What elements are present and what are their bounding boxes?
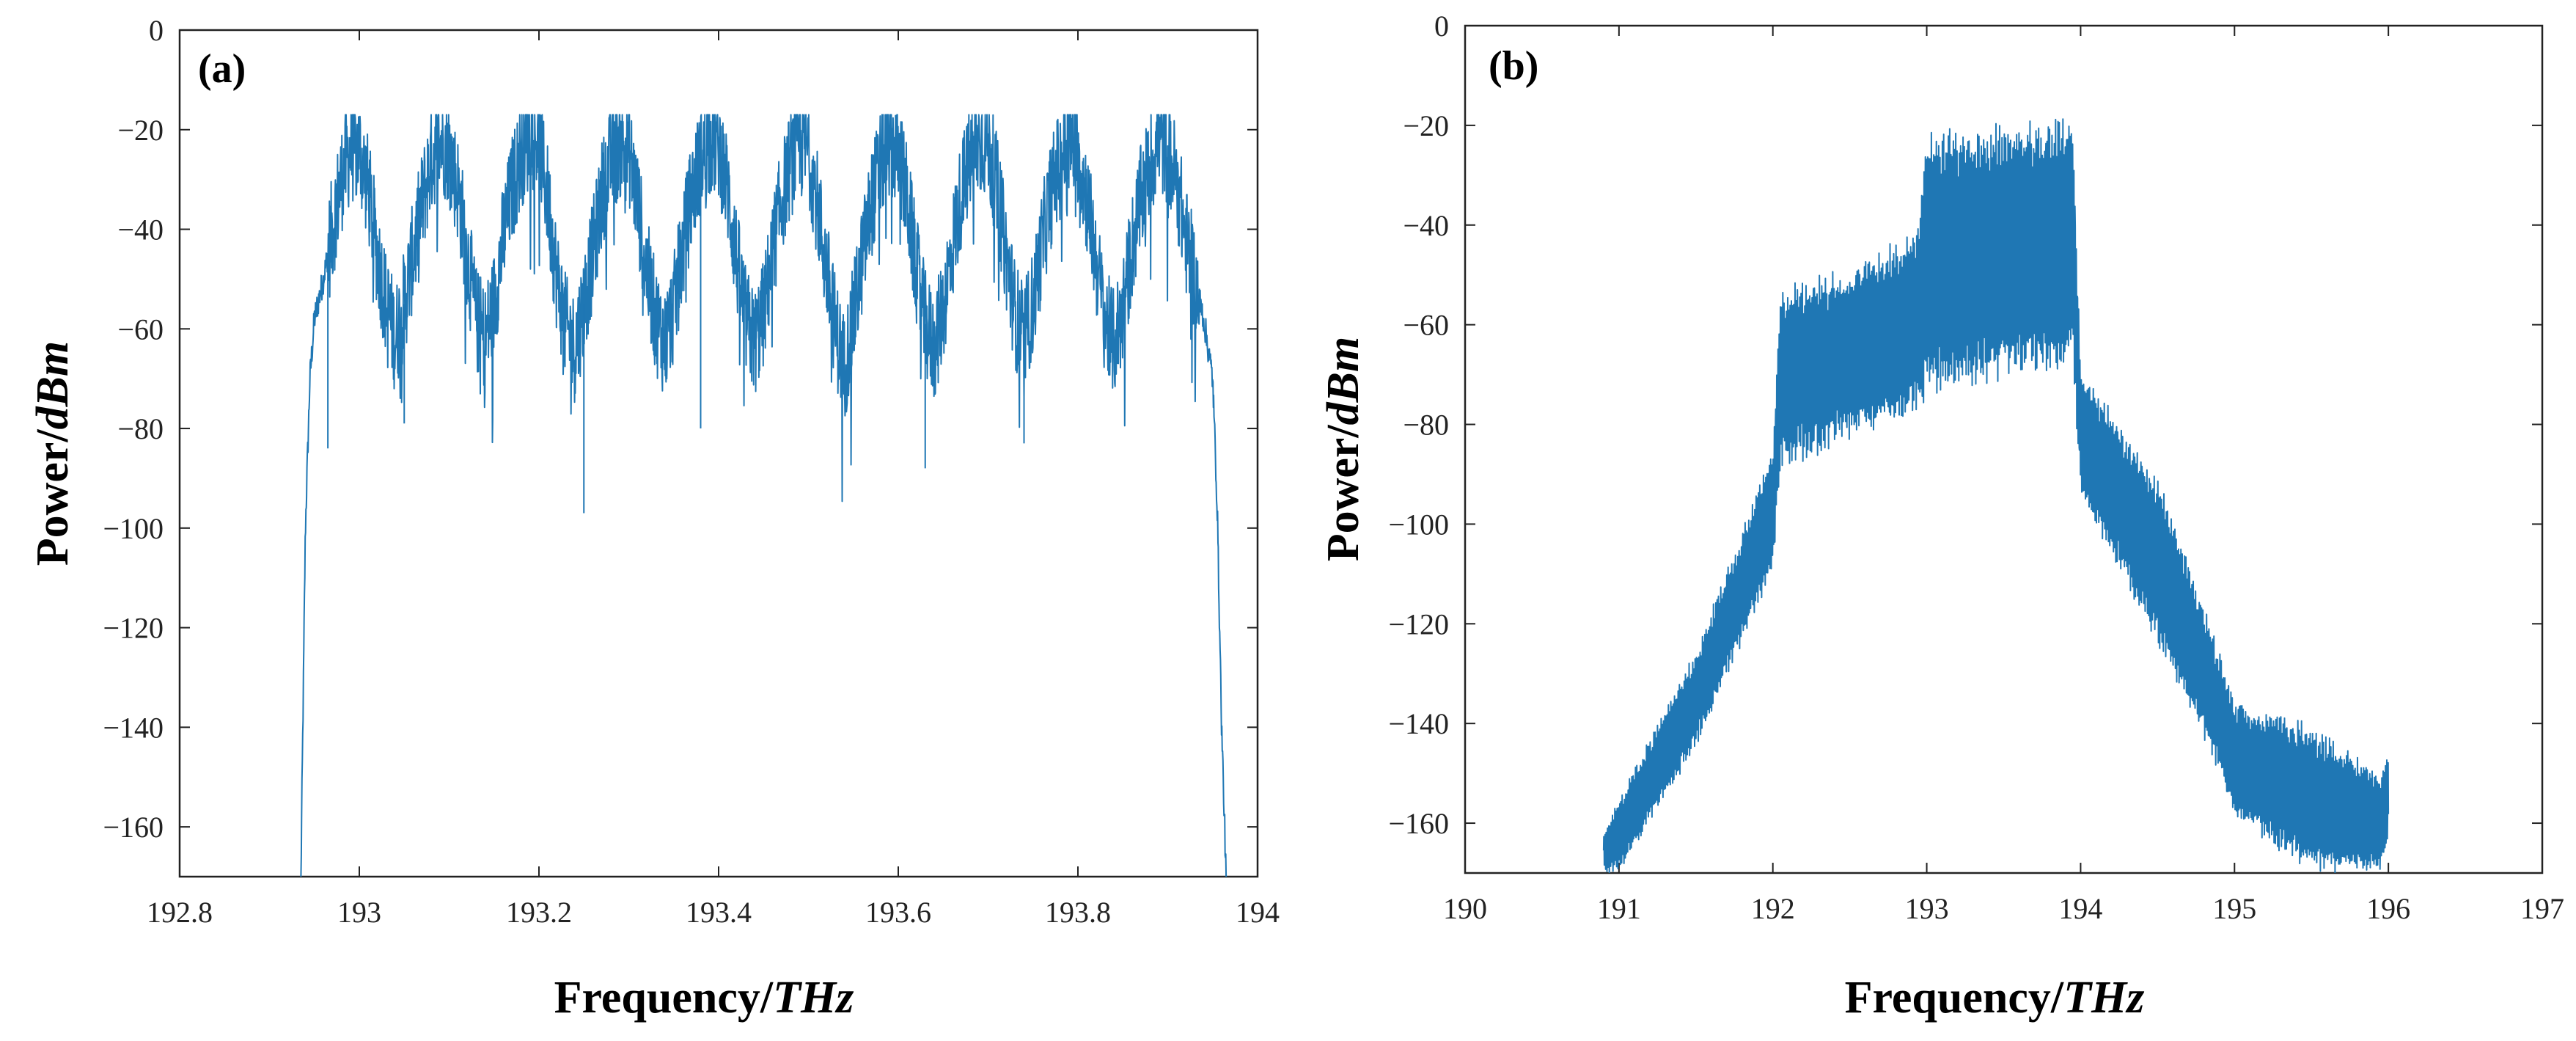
chart-a-xtick-label: 192.8 <box>147 896 213 929</box>
chart-b-ytick-label: −100 <box>1388 508 1449 541</box>
chart-b-xtick-label: 196 <box>2366 892 2410 925</box>
chart-b-series-line <box>1602 118 2390 873</box>
chart-a-xlabel: Frequency/THz <box>554 973 854 1023</box>
chart-b-series <box>1602 118 2390 873</box>
chart-b-xlabel: Frequency/THz <box>1845 973 2145 1023</box>
chart-b-xtick-label: 190 <box>1443 892 1487 925</box>
chart-a-xtick-label: 193.2 <box>506 896 572 929</box>
chart-a: (a) 0−20−40−60−80−100−120−140−160 192.8 1… <box>28 14 1280 1023</box>
chart-b-xtick-label: 194 <box>2058 892 2102 925</box>
chart-b-ytick-labels: 0 −20 −40 −60 −80 −100 −120 −140 −160 <box>1388 10 1449 840</box>
chart-b-xtick-label: 197 <box>2520 892 2564 925</box>
chart-b-ylabel-unit: dBm <box>1318 337 1368 425</box>
chart-b-ytick-label: −80 <box>1403 409 1449 442</box>
chart-a-xtick-label: 193.8 <box>1045 896 1111 929</box>
chart-b-ytick-label: −20 <box>1403 109 1449 142</box>
chart-a-xlabel-unit: THz <box>773 973 854 1023</box>
chart-a-ytick-label: −140 <box>103 711 164 744</box>
chart-a-ytick-label: −60 <box>117 313 164 346</box>
chart-a-xtick-label: 194 <box>1236 896 1280 929</box>
chart-b-ytick-label: −60 <box>1403 309 1449 342</box>
chart-a-xtick-labels: 192.8 193 193.2 193.4 193.6 193.8 194 <box>147 896 1280 929</box>
chart-a-xtick-label: 193 <box>337 896 381 929</box>
chart-b-xtick-labels: 190 191 192 193 194 195 196 197 <box>1443 892 2564 925</box>
chart-a-ticks <box>179 29 1258 877</box>
chart-b-xtick-label: 193 <box>1905 892 1949 925</box>
chart-a-ytick-label: −80 <box>117 412 164 445</box>
chart-a-ytick-label: 0 <box>149 14 164 47</box>
chart-b-xlabel-unit: THz <box>2063 973 2144 1023</box>
chart-a-ytick-label: −120 <box>103 612 164 645</box>
chart-b-panel-label: (b) <box>1489 43 1538 89</box>
chart-a-ytick-label: −160 <box>103 811 164 844</box>
chart-a-ytick-label: −100 <box>103 512 164 545</box>
chart-a-series-line <box>300 114 1228 877</box>
chart-b-ytick-label: −160 <box>1388 807 1449 840</box>
chart-a-ytick-labels: 0 −20 −40 −60 −80 −100 −120 −140 −160 <box>103 14 164 844</box>
chart-b-xtick-label: 191 <box>1597 892 1641 925</box>
chart-b-xlabel-text: Frequency/ <box>1845 973 2064 1023</box>
chart-a-ylabel-unit: dBm <box>28 341 78 430</box>
chart-a-panel-label: (a) <box>198 46 246 92</box>
chart-b-xtick-label: 195 <box>2212 892 2256 925</box>
chart-b-ytick-label: −40 <box>1403 209 1449 242</box>
chart-a-xtick-label: 193.6 <box>865 896 931 929</box>
chart-a-ylabel-text: Power/ <box>28 429 78 566</box>
chart-b-xtick-label: 192 <box>1751 892 1795 925</box>
chart-a-ytick-label: −40 <box>117 213 164 246</box>
chart-b-ylabel-text: Power/ <box>1318 425 1368 562</box>
chart-b-ticks <box>1464 25 2543 873</box>
chart-b-ylabel: Power/dBm <box>1318 337 1368 562</box>
chart-a-series <box>300 114 1228 877</box>
chart-b-ytick-label: 0 <box>1434 10 1449 43</box>
chart-b-ytick-label: −120 <box>1388 607 1449 640</box>
chart-a-xtick-label: 193.4 <box>686 896 752 929</box>
chart-a-xlabel-text: Frequency/ <box>554 973 774 1023</box>
chart-a-ytick-label: −20 <box>117 114 164 147</box>
chart-b-ytick-label: −140 <box>1388 707 1449 740</box>
chart-a-ylabel: Power/dBm <box>28 341 78 566</box>
chart-b: (b) 0 −20 −40 −60 −80 −100 −120 −140 −160 190 191… <box>1318 10 2564 1023</box>
